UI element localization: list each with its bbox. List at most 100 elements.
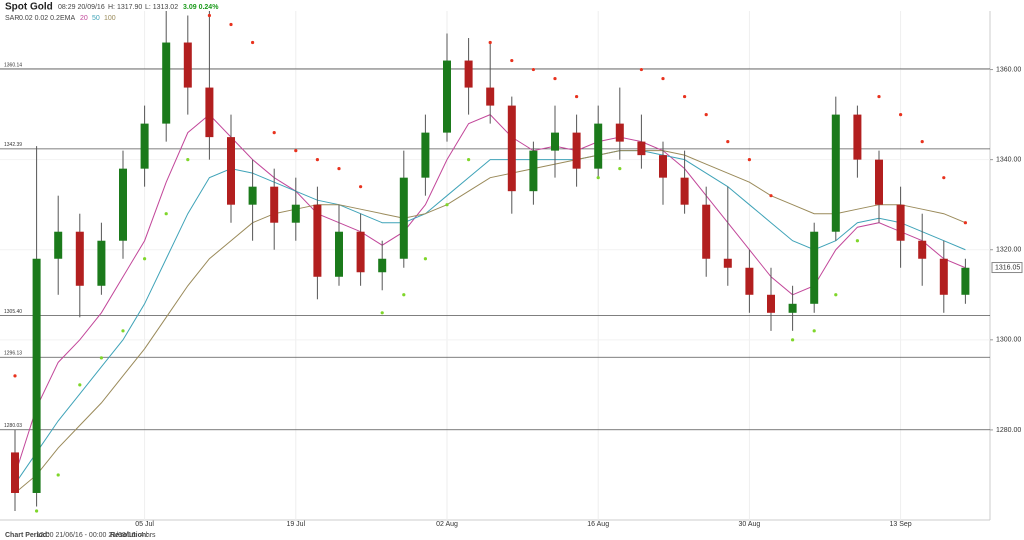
x-tick-label: 02 Aug (436, 521, 458, 528)
level-label: 1305.40 (4, 309, 22, 315)
candle-body (335, 231, 343, 277)
sar-dot (855, 239, 860, 243)
sar-dot (747, 158, 752, 162)
sar-dot (359, 185, 363, 189)
period: 12:00 21/06/16 - 00:00 21/09/16 (36, 532, 136, 539)
sar-dot (726, 140, 730, 144)
y-tick-label: 1300.00 (996, 337, 1021, 344)
sar-dot (791, 338, 795, 342)
ema-line (14, 150, 966, 485)
candle-body (183, 42, 192, 88)
sar-dot (294, 149, 298, 153)
sar-dot (13, 374, 17, 378)
level-label: 1342.39 (4, 142, 22, 148)
candle-body (723, 258, 732, 268)
sar-dot (920, 140, 924, 144)
sar-dot (661, 76, 665, 81)
candle-body (356, 231, 365, 273)
sar-dot (251, 40, 255, 45)
sar-dot (337, 167, 341, 171)
resolution-label: Resolution: (110, 532, 149, 539)
candle-body (853, 114, 862, 160)
candle-body (745, 267, 754, 295)
candle-body (11, 452, 19, 493)
legend-entry: 100 (104, 15, 116, 22)
timestamp: 08:29 20/09/16 (58, 4, 105, 11)
candle-body (32, 258, 41, 493)
low-text: L: 1313.02 (145, 4, 178, 11)
candle-body (637, 141, 646, 156)
sar-dot (164, 212, 168, 216)
candle-body (529, 150, 538, 192)
ema-label: EMA (60, 15, 76, 22)
candle-body (702, 204, 711, 259)
last-price-box (991, 262, 1023, 274)
sar-dot (769, 194, 773, 198)
candle-body (75, 231, 84, 286)
sar-dot (207, 13, 211, 18)
candle-body (162, 42, 171, 124)
sar-dot (380, 311, 384, 315)
sar-dot (423, 257, 427, 261)
sar-dot (531, 67, 536, 72)
candle-body (291, 204, 300, 223)
candle-body (615, 123, 624, 142)
sar-dot (272, 131, 276, 135)
x-tick-label: 16 Aug (587, 521, 609, 528)
candle-body (918, 240, 927, 259)
sar-dot (899, 113, 903, 117)
candle-body (464, 60, 473, 88)
candle-body (875, 159, 883, 205)
candle-body (248, 186, 257, 205)
x-tick-label: 05 Jul (135, 521, 154, 528)
sar-label: SAR (5, 15, 19, 22)
y-tick-label: 1280.00 (996, 427, 1021, 434)
candle-body (572, 132, 581, 169)
sar-dot (445, 203, 449, 207)
x-tick-label: 19 Jul (286, 521, 305, 528)
candle-body (140, 123, 149, 169)
y-tick-label: 1340.00 (996, 156, 1021, 163)
candle-body (896, 204, 905, 241)
sar-dot (99, 356, 103, 360)
candle-body (54, 231, 63, 259)
level-label: 1360.14 (4, 62, 22, 68)
level-label: 1280.03 (4, 423, 22, 429)
candle-body (551, 132, 559, 151)
candle-body (486, 87, 495, 106)
sar-dot (834, 293, 838, 297)
y-tick-label: 1320.00 (996, 247, 1021, 254)
y-tick-label: 1360.00 (996, 66, 1021, 73)
legend-entry: 50 (92, 15, 100, 22)
sar-dot (315, 158, 319, 162)
sar-dot (488, 40, 492, 45)
ema-line (14, 150, 966, 494)
sar-dot (78, 383, 82, 387)
candle-body (313, 204, 322, 277)
sar-dot (467, 158, 471, 162)
x-tick-label: 13 Sep (890, 521, 912, 528)
candle-body (594, 123, 603, 169)
sar-dot (143, 257, 147, 261)
sar-dot (510, 58, 514, 63)
sar-dot (35, 509, 39, 513)
sar-params: 0.02 0.02 0.2 (19, 15, 60, 22)
sar-dot (942, 176, 946, 180)
period-label: Chart Period: (5, 532, 49, 539)
candle-body (659, 155, 667, 178)
sar-dot (812, 329, 816, 333)
level-label: 1296.13 (4, 351, 22, 357)
sar-dot (963, 221, 968, 225)
resolution: 4 hrs (140, 532, 156, 539)
candle-body (767, 294, 775, 313)
candle-body (810, 231, 819, 304)
sar-dot (56, 473, 60, 477)
sar-dot (229, 22, 233, 27)
candle-body (227, 137, 235, 205)
sar-dot (704, 113, 708, 117)
candle-body (119, 168, 127, 241)
candle-body (831, 114, 840, 232)
candle-body (507, 105, 516, 192)
